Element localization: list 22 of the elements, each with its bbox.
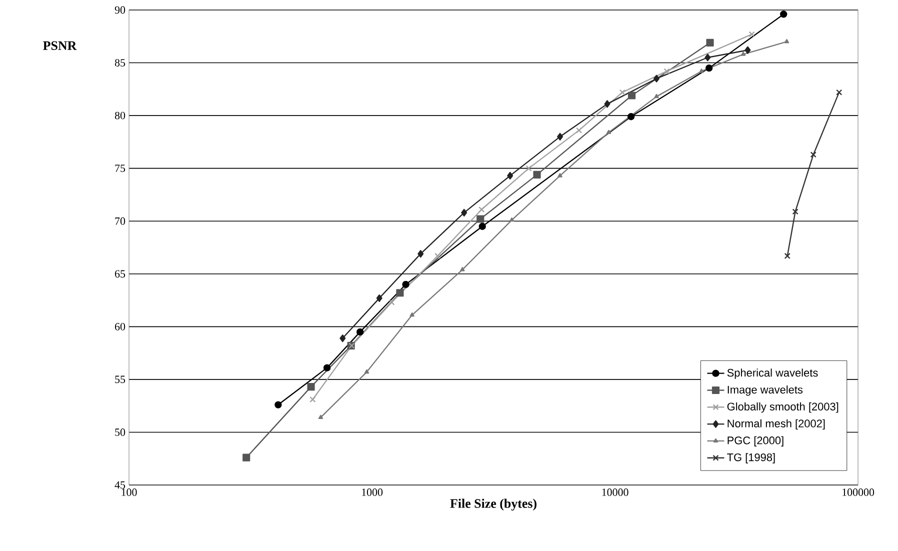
y-tick-label: 45 [114,481,126,489]
legend-label: Normal mesh [2002] [728,419,825,430]
legend-label: Image wavelets [728,386,803,396]
x-tick-label: 1000 [362,488,383,496]
y-tick-label: 75 [115,164,126,172]
x-axis-title: File Size (bytes) [450,498,536,511]
y-tick-label: 65 [115,270,126,278]
y-tick-label: 70 [115,217,126,225]
y-tick-label: 85 [114,59,126,66]
legend-label: PGC [2000] [728,436,784,446]
y-tick-label: 60 [115,322,126,330]
y-tick-label: 55 [115,376,126,384]
y-tick-label: 50 [115,428,126,436]
legend-label: TG [1998] [727,453,775,464]
y-axis-title: PSNR [43,41,77,50]
y-tick-label: 80 [114,112,126,120]
legend-label: Globally smooth [2003] [727,402,838,413]
y-tick-label: 90 [114,6,126,14]
x-tick-label: 100 [122,488,137,496]
legend-label: Spherical wavelets [727,368,818,379]
x-tick-label: 100000 [842,488,874,496]
x-tick-label: 10000 [602,488,628,496]
